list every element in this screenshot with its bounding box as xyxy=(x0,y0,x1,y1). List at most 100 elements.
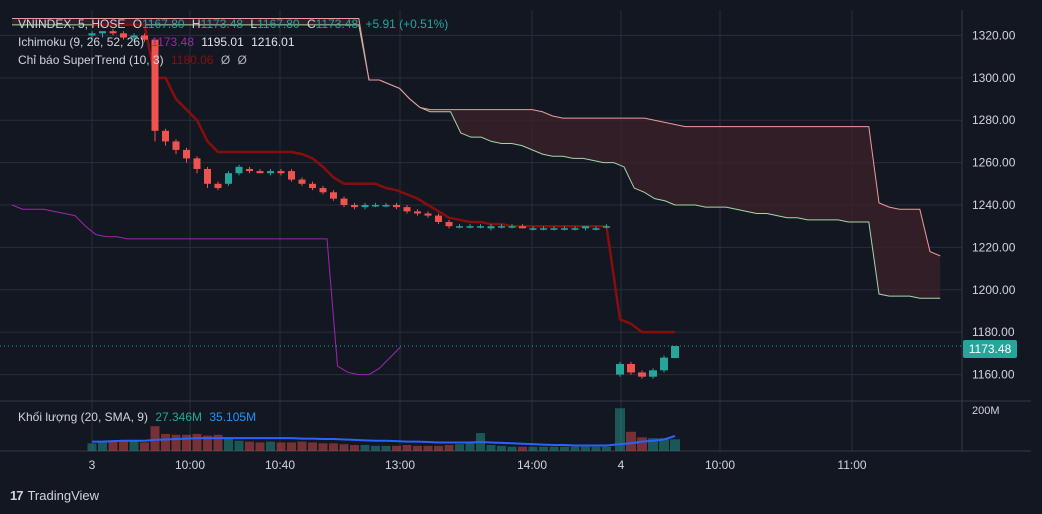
volume-bar xyxy=(87,443,97,451)
volume-bar xyxy=(119,440,128,451)
volume-bar xyxy=(444,445,454,451)
close-value: 1173.48 xyxy=(315,17,359,31)
open-value: 1167.80 xyxy=(142,17,185,31)
x-tick-label: 4 xyxy=(618,458,625,472)
volume-bar xyxy=(171,434,181,451)
volume-name: Khối lượng (20, SMA, 9) xyxy=(18,410,148,424)
volume-bar xyxy=(140,442,149,451)
volume-bar xyxy=(339,444,349,451)
volume-bar xyxy=(203,435,212,451)
volume-bar xyxy=(245,441,254,451)
volume-bar xyxy=(560,446,569,451)
volume-bar xyxy=(318,443,328,451)
ichimoku-name: Ichimoku (9, 26, 52, 26) xyxy=(18,35,145,49)
volume-bar xyxy=(465,441,475,451)
volume-bar xyxy=(413,445,422,451)
candle-body xyxy=(183,149,190,159)
candle-body xyxy=(172,141,180,150)
volume-bar xyxy=(626,431,636,451)
x-tick-label: 11:00 xyxy=(837,458,866,472)
volume-bar xyxy=(497,445,506,451)
volume-bar xyxy=(392,445,401,451)
volume-bar xyxy=(129,439,139,451)
volume-bar xyxy=(670,439,680,451)
candle-body xyxy=(487,226,495,229)
y-tick-label: 1260.00 xyxy=(972,156,1016,170)
y-tick-label: 1240.00 xyxy=(972,198,1016,212)
volume-bar xyxy=(150,426,160,451)
volume-bar xyxy=(98,442,107,451)
candle-body xyxy=(603,226,610,228)
supertrend-value-2: Ø xyxy=(220,53,231,67)
candle-body xyxy=(298,179,306,184)
volume-bar xyxy=(371,445,380,451)
volume-sma-line xyxy=(92,435,676,447)
volume-bar xyxy=(350,445,359,451)
volume-bar xyxy=(615,408,625,451)
tradingview-branding[interactable]: 17 TradingView xyxy=(10,488,99,503)
grid-lines xyxy=(0,10,1031,452)
volume-bar xyxy=(659,438,669,451)
volume-bar xyxy=(549,446,559,451)
y-tick-label: 1180.00 xyxy=(972,325,1015,339)
candle-body xyxy=(660,357,668,371)
candle-body xyxy=(382,205,390,207)
legend-main: VNINDEX, 5, HOSE O1167.80 H1173.48 L1167… xyxy=(18,17,452,31)
ichimoku-cloud xyxy=(12,17,941,299)
candle-body xyxy=(393,205,400,208)
candle-body xyxy=(456,226,463,228)
volume-bar xyxy=(518,446,527,451)
x-tick-label: 10:00 xyxy=(705,458,735,472)
indicator-lines xyxy=(0,23,962,376)
candle-body xyxy=(193,158,201,169)
y-tick-label: 1280.00 xyxy=(972,113,1016,127)
candle-body xyxy=(351,205,358,208)
ichimoku-value-2: 1195.01 xyxy=(201,35,244,49)
candle-body xyxy=(162,130,169,142)
candle-body xyxy=(256,171,264,174)
volume-bar xyxy=(423,445,433,451)
volume-bar xyxy=(182,434,191,451)
candle-body xyxy=(529,228,537,230)
legend-supertrend[interactable]: Chỉ báo SuperTrend (10, 3) 1180.06 Ø Ø xyxy=(18,53,251,67)
volume-bar xyxy=(402,445,412,451)
volume-bar xyxy=(434,445,443,451)
symbol-label[interactable]: VNINDEX, 5, HOSE xyxy=(18,17,126,31)
volume-sma-line xyxy=(92,435,676,447)
volume-bar xyxy=(360,445,370,451)
lagging-span-line xyxy=(11,204,401,376)
change-value: +5.91 (+0.51%) xyxy=(365,17,449,31)
volume-bar xyxy=(581,446,590,451)
supertrend-name: Chỉ báo SuperTrend (10, 3) xyxy=(18,53,164,67)
volume-bar xyxy=(591,446,601,451)
legend-ichimoku[interactable]: Ichimoku (9, 26, 52, 26) 1173.48 1195.01… xyxy=(18,35,299,49)
candle-body xyxy=(109,31,117,34)
legend-volume[interactable]: Khối lượng (20, SMA, 9) 27.346M 35.105M xyxy=(18,410,260,424)
volume-bar xyxy=(570,446,580,451)
senkou-span-a-line xyxy=(12,24,941,299)
high-value: 1173.48 xyxy=(200,17,244,31)
candle-body xyxy=(616,363,624,375)
axes: 1320.00 1300.00 1280.00 1260.00 1240.00 1220.… xyxy=(89,28,1016,472)
candle-body xyxy=(540,228,547,230)
candle-body xyxy=(267,171,274,174)
candle-body xyxy=(330,192,337,199)
candle-body xyxy=(582,226,589,229)
volume-bar xyxy=(455,444,464,451)
candle-body xyxy=(466,226,474,228)
candle-body xyxy=(88,33,96,36)
candle-body xyxy=(151,39,159,131)
ichimoku-value-3: 1216.01 xyxy=(251,35,295,49)
y-tick-label: 1220.00 xyxy=(972,240,1016,254)
open-label: O xyxy=(132,17,143,31)
volume-bar xyxy=(255,442,265,451)
volume-value-2: 35.105M xyxy=(209,410,257,424)
candlesticks xyxy=(88,29,679,379)
candle-body xyxy=(340,198,348,205)
y-tick-label: 1320.00 xyxy=(972,28,1016,42)
supertrend-value-3: Ø xyxy=(237,53,247,67)
volume-bar xyxy=(486,445,496,451)
volume-bar xyxy=(308,442,317,451)
candle-body xyxy=(319,188,327,193)
